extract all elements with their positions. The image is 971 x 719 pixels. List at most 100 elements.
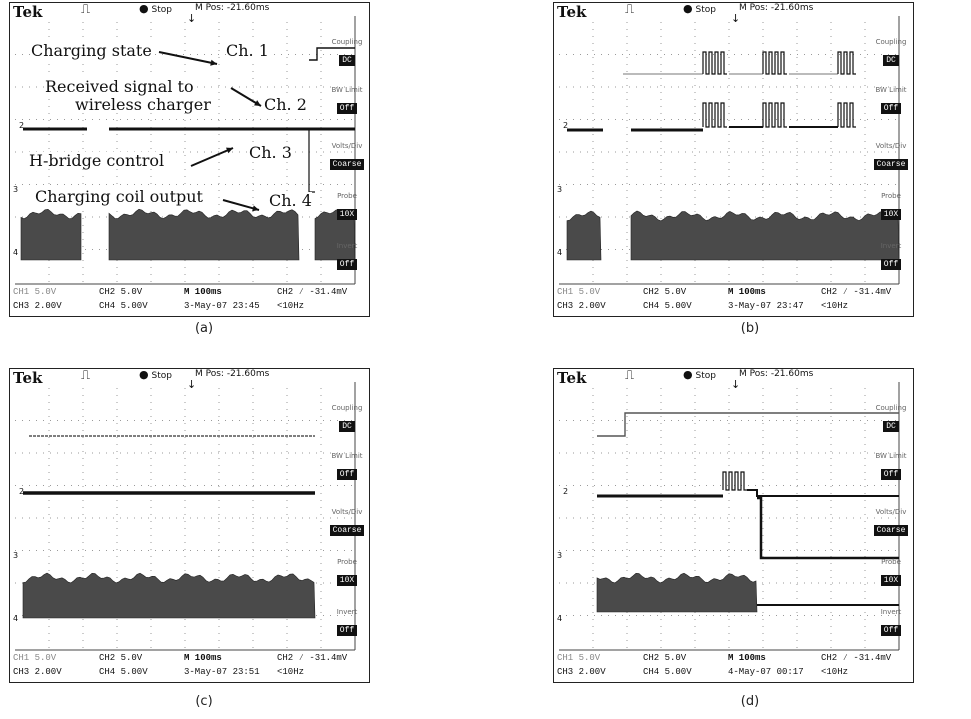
coupling-button[interactable]: Coupling DC [872, 38, 910, 66]
ch4-marker: 4 [13, 248, 19, 257]
mpos-readout: M Pos: -21.60ms [195, 369, 270, 379]
date-stamp: 3-May-07 23:45 [184, 301, 260, 311]
trigger-edge-icon: ⎍ [625, 2, 635, 17]
bw-limit-title: BW Limit [875, 86, 907, 94]
annotation-ch1: Ch. 1 [226, 41, 269, 60]
run-state: ● Stop [139, 2, 172, 15]
arrow-head-icon [226, 147, 233, 154]
waveform-display [15, 16, 356, 285]
bw-limit-value: Off [336, 103, 358, 114]
invert-title: Invert [880, 242, 902, 250]
run-state-dot-icon: ● [139, 2, 149, 15]
ch2-scale: CH2 5.0V [643, 653, 687, 663]
bw-limit-button[interactable]: BW Limit Off [328, 86, 366, 114]
coupling-value: DC [339, 421, 355, 432]
coupling-value: DC [339, 55, 355, 66]
trigger-edge-icon: ⎍ [81, 368, 91, 383]
invert-value: Off [880, 259, 902, 270]
coupling-button[interactable]: Coupling DC [328, 38, 366, 66]
ch3-scale: CH3 2.00V [557, 301, 606, 311]
volts-div-title: Volts/Div [875, 508, 907, 516]
volts-div-value: Coarse [329, 525, 365, 536]
volts-div-value: Coarse [329, 159, 365, 170]
run-state-label: Stop [695, 5, 716, 15]
ch4-marker: 4 [557, 248, 563, 257]
coupling-title: Coupling [331, 38, 363, 46]
timebase: M 100ms [184, 653, 222, 663]
ch3-marker: 3 [13, 551, 19, 560]
volts-div-button[interactable]: Volts/Div Coarse [872, 142, 910, 170]
run-state-label: Stop [695, 371, 716, 381]
ch2-marker: 2 [19, 487, 25, 496]
date-stamp: 4-May-07 00:17 [728, 667, 804, 677]
invert-button[interactable]: Invert Off [872, 608, 910, 636]
invert-button[interactable]: Invert Off [328, 608, 366, 636]
probe-button[interactable]: Probe 10X [872, 558, 910, 586]
panel-caption: (a) [194, 321, 214, 336]
ch2-marker: 2 [563, 487, 569, 496]
ch3-marker: 3 [13, 185, 19, 194]
coupling-title: Coupling [875, 38, 907, 46]
ch1-scale: CH1 5.0V [557, 287, 601, 297]
bw-limit-button[interactable]: BW Limit Off [872, 86, 910, 114]
probe-title: Probe [881, 558, 901, 566]
invert-button[interactable]: Invert Off [872, 242, 910, 270]
ch2-trace [747, 489, 899, 497]
run-state-label: Stop [151, 5, 172, 15]
probe-button[interactable]: Probe 10X [872, 192, 910, 220]
volts-div-button[interactable]: Volts/Div Coarse [328, 142, 366, 170]
ch1-trace [762, 51, 787, 75]
volts-div-button[interactable]: Volts/Div Coarse [328, 508, 366, 536]
frequency-readout: <10Hz [277, 301, 305, 311]
mpos-readout: M Pos: -21.60ms [739, 3, 814, 13]
trigger-readout: CH2 ∕ -31.4mV [277, 653, 348, 663]
ch4-trace [20, 208, 82, 261]
annotation-coil: Charging coil output [35, 187, 203, 206]
bw-limit-button[interactable]: BW Limit Off [872, 452, 910, 480]
arrow-head-icon [252, 205, 259, 212]
run-state-label: Stop [151, 371, 172, 381]
waveform-display [559, 382, 900, 651]
timebase: M 100ms [728, 653, 766, 663]
volts-div-value: Coarse [873, 159, 909, 170]
ch3-trace [303, 128, 315, 193]
invert-title: Invert [336, 242, 358, 250]
invert-title: Invert [880, 608, 902, 616]
date-stamp: 3-May-07 23:47 [728, 301, 804, 311]
scope-panel-2: Tek ⎍ ● Stop M Pos: -21.60ms ↓ 2 3 4 Cou… [553, 2, 914, 317]
brand-label: Tek [13, 3, 43, 21]
frequency-readout: <10Hz [277, 667, 305, 677]
bw-limit-value: Off [880, 469, 902, 480]
ch2-scale: CH2 5.0V [643, 287, 687, 297]
coupling-value: DC [883, 55, 899, 66]
ch2-trace [762, 102, 787, 128]
bw-limit-title: BW Limit [331, 86, 363, 94]
probe-title: Probe [337, 558, 357, 566]
ch2-trace [702, 102, 727, 128]
probe-value: 10X [880, 209, 902, 220]
volts-div-button[interactable]: Volts/Div Coarse [872, 508, 910, 536]
coupling-button[interactable]: Coupling DC [328, 404, 366, 432]
ch1-scale: CH1 5.0V [13, 287, 57, 297]
ch2-marker: 2 [563, 121, 569, 130]
bw-limit-button[interactable]: BW Limit Off [328, 452, 366, 480]
probe-button[interactable]: Probe 10X [328, 192, 366, 220]
frequency-readout: <10Hz [821, 667, 849, 677]
probe-button[interactable]: Probe 10X [328, 558, 366, 586]
invert-button[interactable]: Invert Off [328, 242, 366, 270]
brand-label: Tek [557, 3, 587, 21]
run-state-dot-icon: ● [139, 368, 149, 381]
timebase: M 100ms [184, 287, 222, 297]
coupling-button[interactable]: Coupling DC [872, 404, 910, 432]
invert-title: Invert [336, 608, 358, 616]
ch4-marker: 4 [557, 614, 563, 623]
ch2-scale: CH2 5.0V [99, 287, 143, 297]
panel-caption: (b) [740, 321, 760, 336]
ch4-marker: 4 [13, 614, 19, 623]
annotation-arrows [158, 51, 262, 212]
bw-limit-value: Off [336, 469, 358, 480]
ch1-trace [309, 47, 355, 61]
arrow-icon [190, 147, 234, 167]
volts-div-title: Volts/Div [331, 508, 363, 516]
panel-caption: (d) [740, 694, 760, 709]
